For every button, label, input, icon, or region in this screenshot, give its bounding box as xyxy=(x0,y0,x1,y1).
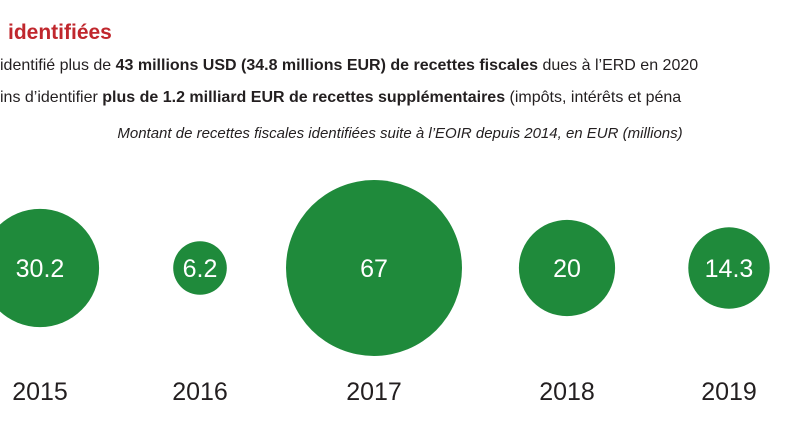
value-label-2015: 30.2 xyxy=(16,255,65,283)
value-label-2017: 67 xyxy=(360,255,388,283)
intro-line-1-prefix: identifié plus de xyxy=(0,57,116,74)
bubble-2015 xyxy=(0,208,100,328)
bubble-2016 xyxy=(173,241,227,295)
chart-title: Montant de recettes fiscales identifiées… xyxy=(117,125,683,142)
year-label-2018: 2018 xyxy=(539,378,595,406)
value-label-2016: 6.2 xyxy=(183,255,218,283)
intro-line-1: identifié plus de 43 millions USD (34.8 … xyxy=(0,57,698,75)
intro-line-2-prefix: ins d’identifier xyxy=(0,89,103,106)
bubble-2019 xyxy=(688,227,770,309)
intro-line-2-suffix: (impôts, intérêts et péna xyxy=(505,89,682,106)
year-label-2016: 2016 xyxy=(172,378,228,406)
bubble-2017 xyxy=(286,180,462,356)
intro-line-1-bold: 43 millions USD (34.8 millions EUR) de r… xyxy=(115,57,539,74)
year-label-2015: 2015 xyxy=(12,378,68,406)
bubble-2018 xyxy=(518,219,616,317)
value-label-2019: 14.3 xyxy=(705,255,754,283)
year-label-2017: 2017 xyxy=(346,378,402,406)
intro-line-1-suffix: dues à l’ERD en 2020 xyxy=(538,57,699,74)
year-label-2019: 2019 xyxy=(701,378,757,406)
section-heading: identifiées xyxy=(8,21,112,44)
intro-line-2-bold: plus de 1.2 milliard EUR de recettes sup… xyxy=(102,89,506,106)
intro-line-2: ins d’identifier plus de 1.2 milliard EU… xyxy=(0,89,681,107)
value-label-2018: 20 xyxy=(553,255,581,283)
